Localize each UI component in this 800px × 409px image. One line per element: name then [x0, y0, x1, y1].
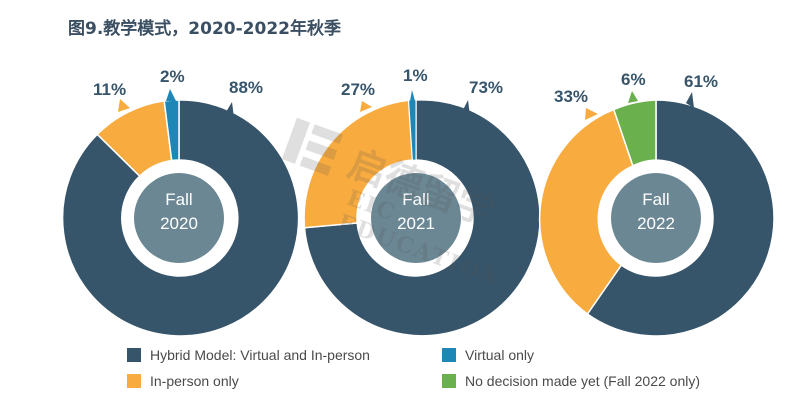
center-label-2022: Fall 2022	[637, 190, 675, 233]
center-label-2021: Fall 2021	[397, 190, 435, 233]
legend-item-hybrid: Hybrid Model: Virtual and In-person	[127, 347, 370, 363]
label-2020-virtual: 2%	[160, 67, 185, 86]
center-circle	[611, 173, 701, 263]
swatch-no-decision	[442, 374, 456, 388]
center-circle	[134, 173, 224, 263]
label-2022-in-person: 33%	[554, 87, 589, 106]
legend: Hybrid Model: Virtual and In-person Virt…	[127, 347, 747, 397]
swatch-in-person	[127, 374, 141, 388]
label-2021-in-person: 27%	[341, 80, 376, 99]
center-label-2020: Fall 2020	[160, 190, 198, 233]
label-2022-hybrid: 61%	[684, 72, 719, 91]
donut-chart-2022	[538, 91, 775, 337]
label-2020-in-person: 11%	[93, 80, 127, 99]
label-2022-no-decision: 6%	[621, 70, 646, 89]
slice-hybrid	[303, 99, 541, 337]
swatch-hybrid	[127, 348, 141, 362]
label-2021-virtual: 1%	[403, 66, 428, 85]
donut-charts: 11% 2% 88% 27% 1% 73% 33% 6% 61% Fall 20…	[61, 66, 775, 337]
legend-item-virtual: Virtual only	[442, 347, 534, 363]
swatch-virtual	[442, 348, 456, 362]
slice-in-person	[303, 99, 414, 229]
slice-in-person	[538, 108, 634, 316]
donut-chart-2021	[303, 90, 541, 337]
center-circle	[371, 173, 461, 263]
chart-title: 图9.教学模式，2020-2022年秋季	[68, 19, 341, 39]
donut-chart-2020	[61, 89, 300, 337]
legend-item-in-person: In-person only	[127, 373, 239, 389]
legend-item-no-decision: No decision made yet (Fall 2022 only)	[442, 373, 700, 389]
label-2020-hybrid: 88%	[229, 78, 264, 97]
slice-no-decision	[612, 99, 657, 167]
label-2021-hybrid: 73%	[469, 78, 504, 97]
slice-hybrid	[586, 99, 775, 337]
